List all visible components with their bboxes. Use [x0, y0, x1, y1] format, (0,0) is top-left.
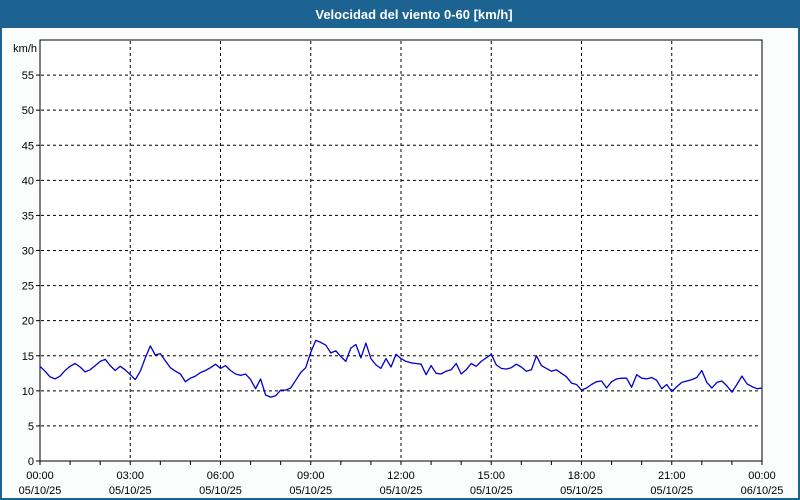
- x-tick-label-time: 09:00: [297, 470, 325, 482]
- x-tick-label-date: 05/10/25: [560, 485, 603, 497]
- y-tick-label: 45: [22, 140, 34, 152]
- y-tick-label: 35: [22, 210, 34, 222]
- x-tick-label-date: 05/10/25: [109, 485, 152, 497]
- wind-speed-line: [39, 339, 763, 398]
- x-tick-label-time: 00:00: [748, 470, 776, 482]
- x-tick-label-date: 05/10/25: [650, 485, 693, 497]
- y-tick-label: 40: [22, 175, 34, 187]
- x-tick-label-time: 18:00: [568, 470, 596, 482]
- x-tick-label-date: 05/10/25: [199, 485, 242, 497]
- x-tick-label-time: 06:00: [207, 470, 235, 482]
- x-tick-label-time: 15:00: [477, 470, 505, 482]
- y-tick-label: 25: [22, 281, 34, 293]
- y-tick-label: 5: [28, 421, 34, 433]
- x-tick-label-date: 06/10/25: [741, 485, 784, 497]
- x-tick-label-time: 21:00: [658, 470, 686, 482]
- x-tick-label-date: 05/10/25: [380, 485, 423, 497]
- y-tick-label: 20: [22, 316, 34, 328]
- x-tick-label-date: 05/10/25: [19, 485, 62, 497]
- y-tick-label: 30: [22, 246, 34, 258]
- x-tick-label-date: 05/10/25: [289, 485, 332, 497]
- chart-svg: 0 5 10 15 20 25 30 35 40 45 50 55 00:00 05/10/25 03:00…: [19, 39, 784, 497]
- x-tick-label-date: 05/10/25: [470, 485, 513, 497]
- y-axis-unit-label: km/h: [13, 43, 37, 55]
- chart-title: Velocidad del viento 0-60 [km/h]: [315, 7, 513, 22]
- x-tick-label-time: 03:00: [116, 470, 144, 482]
- y-tick-label: 15: [22, 351, 34, 363]
- x-tick-label-time: 12:00: [387, 470, 415, 482]
- y-tick-label: 10: [22, 386, 34, 398]
- title-bar: Velocidad del viento 0-60 [km/h]: [2, 2, 798, 28]
- y-tick-label: 55: [22, 70, 34, 82]
- y-tick-label: 0: [28, 456, 34, 468]
- x-tick-label-time: 00:00: [26, 470, 54, 482]
- y-tick-label: 50: [22, 105, 34, 117]
